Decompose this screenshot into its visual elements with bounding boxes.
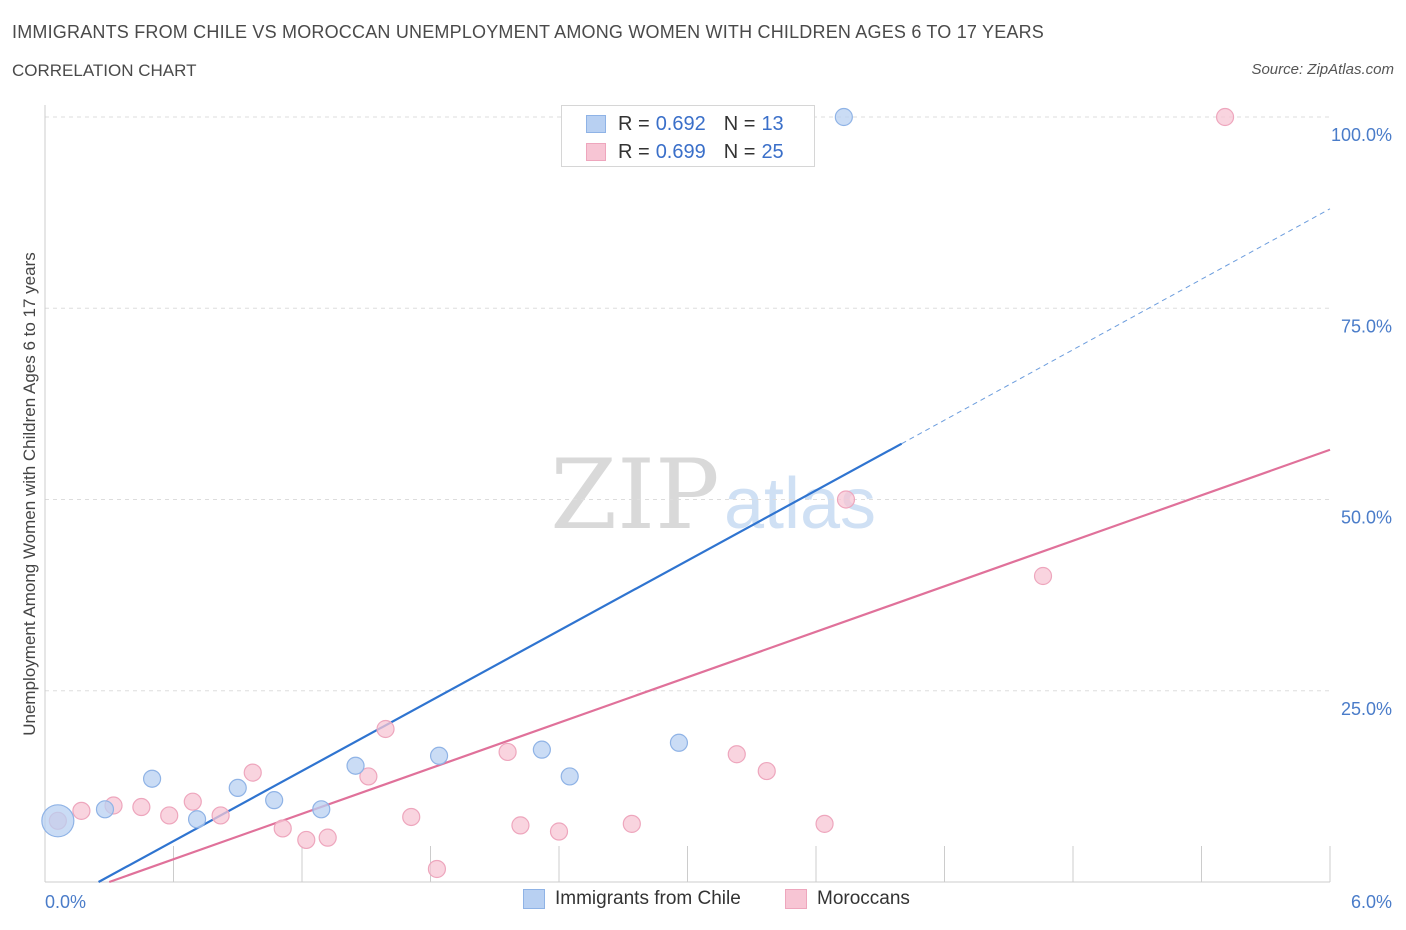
data-point-chile [312, 800, 331, 819]
data-point-moroccans [402, 807, 421, 827]
data-point-chile [560, 767, 579, 786]
data-point-moroccans [549, 822, 569, 841]
legend-label-chile: Immigrants from Chile [555, 888, 741, 909]
data-point-moroccans [376, 719, 395, 739]
stats-row-moroccans: R = 0.699 N = 25 [586, 138, 784, 166]
stats-legend: R = 0.692 N = 13 R = 0.699 N = 25 [561, 105, 815, 167]
legend-item-chile[interactable]: Immigrants from Chile [523, 888, 741, 910]
data-point-moroccans [757, 761, 776, 781]
y-axis-label: Unemployment Among Women with Children A… [20, 252, 39, 736]
data-point-moroccans [815, 814, 834, 833]
y-tick-label: 75.0% [1341, 316, 1392, 336]
n-value: 25 [761, 140, 784, 163]
r-value: 0.699 [655, 140, 706, 163]
data-point-moroccans [211, 806, 230, 825]
zipatlas-watermark: ZIP atlas [550, 439, 876, 551]
data-point-moroccans [72, 801, 91, 820]
grid-lines [45, 116, 1330, 692]
data-point-chile [346, 756, 365, 775]
n-label: N = [723, 140, 756, 163]
trend-lines [98, 208, 1331, 884]
data-point-moroccans [132, 797, 151, 817]
data-point-moroccans [498, 742, 517, 762]
moroccan-swatch [586, 143, 606, 161]
watermark-zip: ZIP [550, 439, 719, 551]
x-tick-label: 0.0% [45, 892, 86, 912]
data-point-moroccans [1033, 566, 1053, 586]
r-value: 0.692 [655, 112, 706, 135]
chart-subtitle: CORRELATION CHART [12, 61, 197, 80]
data-point-moroccans [359, 767, 378, 786]
data-point-moroccans [727, 745, 746, 764]
axes [44, 105, 1331, 883]
trend-line-chile [98, 442, 903, 883]
data-point-moroccans [160, 806, 179, 825]
data-point-chile [41, 804, 75, 838]
data-point-moroccans [183, 792, 202, 811]
data-point-chile [187, 810, 207, 829]
data-points [41, 107, 1235, 879]
data-point-moroccans [318, 828, 337, 847]
x-tick-label: 6.0% [1351, 892, 1392, 912]
data-point-moroccans [622, 814, 641, 833]
data-point-moroccans [297, 830, 316, 850]
r-label: R = [618, 112, 650, 135]
chile-swatch [586, 115, 606, 133]
data-point-chile [265, 791, 284, 810]
data-point-chile [142, 769, 162, 788]
data-point-chile [228, 778, 247, 798]
data-point-chile [532, 740, 551, 759]
r-label: R = [618, 140, 650, 163]
legend-item-moroccans[interactable]: Moroccans [785, 888, 910, 910]
data-point-moroccans [273, 819, 292, 838]
stats-row-chile: R = 0.692 N = 13 [586, 110, 784, 138]
data-point-chile [834, 107, 853, 127]
n-value: 13 [761, 112, 784, 135]
source-credit: Source: ZipAtlas.com [1251, 61, 1394, 78]
data-point-moroccans [427, 859, 447, 879]
series-legend: Immigrants from Chile Moroccans [0, 888, 1406, 916]
chart-title: IMMIGRANTS FROM CHILE VS MOROCCAN UNEMPL… [12, 22, 1045, 42]
data-point-chile [669, 733, 689, 752]
y-tick-label: 25.0% [1341, 699, 1392, 719]
tick-labels: 25.0% 50.0% 75.0% 100.0% 0.0% 6.0% [45, 125, 1392, 912]
n-label: N = [723, 112, 756, 135]
chile-swatch [523, 889, 545, 909]
moroccan-swatch [785, 889, 807, 909]
data-point-moroccans [1215, 107, 1235, 127]
trend-line-chile-extension [901, 208, 1331, 445]
data-point-chile [95, 800, 115, 819]
trend-line-moroccans [108, 448, 1331, 884]
data-point-moroccans [836, 490, 856, 509]
y-tick-label: 100.0% [1331, 125, 1392, 145]
data-point-chile [429, 746, 449, 765]
data-point-moroccans [511, 816, 530, 835]
y-tick-label: 50.0% [1341, 508, 1392, 528]
data-point-moroccans [243, 763, 262, 782]
legend-label-moroccans: Moroccans [817, 888, 910, 909]
